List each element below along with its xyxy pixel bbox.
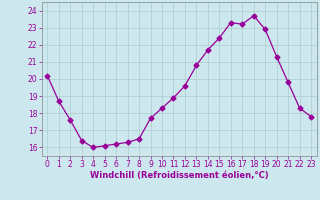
X-axis label: Windchill (Refroidissement éolien,°C): Windchill (Refroidissement éolien,°C)	[90, 171, 268, 180]
